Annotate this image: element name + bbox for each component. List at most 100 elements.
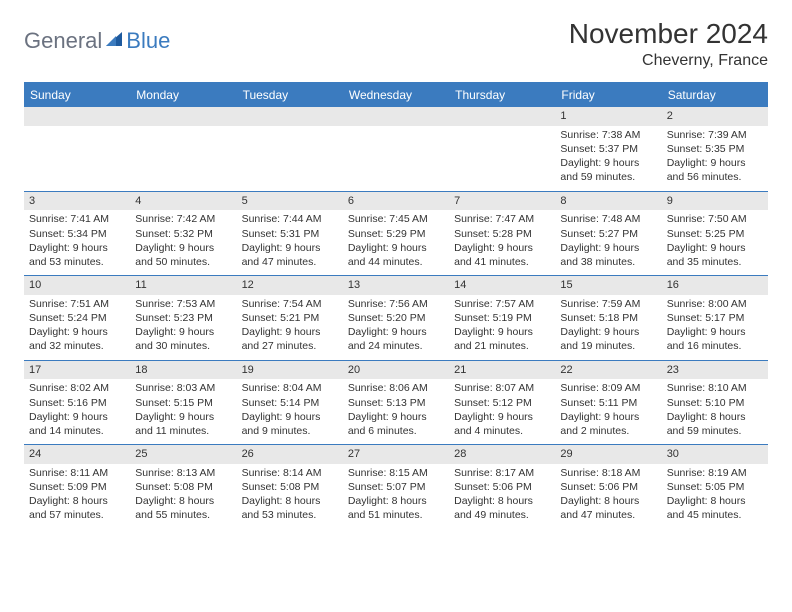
day-number: 27 <box>343 445 449 464</box>
day-number: 10 <box>24 276 130 295</box>
calendar-day-cell: 17Sunrise: 8:02 AMSunset: 5:16 PMDayligh… <box>24 360 130 445</box>
sunrise-text: Sunrise: 8:10 AM <box>667 381 763 395</box>
sunrise-text: Sunrise: 7:41 AM <box>29 212 125 226</box>
day-number: 16 <box>662 276 768 295</box>
day-details: Sunrise: 7:45 AMSunset: 5:29 PMDaylight:… <box>343 210 449 275</box>
day-details: Sunrise: 7:54 AMSunset: 5:21 PMDaylight:… <box>237 295 343 360</box>
sunrise-text: Sunrise: 7:45 AM <box>348 212 444 226</box>
sunrise-text: Sunrise: 7:59 AM <box>560 297 656 311</box>
title-block: November 2024 Cheverny, France <box>569 18 768 70</box>
day-details: Sunrise: 7:42 AMSunset: 5:32 PMDaylight:… <box>130 210 236 275</box>
sail-icon <box>104 30 124 53</box>
sunset-text: Sunset: 5:06 PM <box>560 480 656 494</box>
calendar-day-cell: 11Sunrise: 7:53 AMSunset: 5:23 PMDayligh… <box>130 276 236 361</box>
day-details: Sunrise: 7:50 AMSunset: 5:25 PMDaylight:… <box>662 210 768 275</box>
sunrise-text: Sunrise: 8:15 AM <box>348 466 444 480</box>
sunset-text: Sunset: 5:31 PM <box>242 227 338 241</box>
calendar-day-cell: 13Sunrise: 7:56 AMSunset: 5:20 PMDayligh… <box>343 276 449 361</box>
daylight-text: Daylight: 9 hours and 59 minutes. <box>560 156 656 184</box>
calendar-day-cell: 19Sunrise: 8:04 AMSunset: 5:14 PMDayligh… <box>237 360 343 445</box>
calendar-day-cell: 21Sunrise: 8:07 AMSunset: 5:12 PMDayligh… <box>449 360 555 445</box>
calendar-day-cell: 12Sunrise: 7:54 AMSunset: 5:21 PMDayligh… <box>237 276 343 361</box>
daylight-text: Daylight: 9 hours and 41 minutes. <box>454 241 550 269</box>
sunset-text: Sunset: 5:07 PM <box>348 480 444 494</box>
day-number: 5 <box>237 192 343 211</box>
calendar-day-cell: 2Sunrise: 7:39 AMSunset: 5:35 PMDaylight… <box>662 107 768 192</box>
day-header: Friday <box>555 83 661 107</box>
day-details: Sunrise: 8:07 AMSunset: 5:12 PMDaylight:… <box>449 379 555 444</box>
daylight-text: Daylight: 9 hours and 2 minutes. <box>560 410 656 438</box>
day-number <box>24 107 130 126</box>
sunrise-text: Sunrise: 8:19 AM <box>667 466 763 480</box>
daylight-text: Daylight: 9 hours and 53 minutes. <box>29 241 125 269</box>
daylight-text: Daylight: 9 hours and 6 minutes. <box>348 410 444 438</box>
day-number <box>449 107 555 126</box>
day-number: 19 <box>237 361 343 380</box>
calendar-day-cell: 20Sunrise: 8:06 AMSunset: 5:13 PMDayligh… <box>343 360 449 445</box>
sunset-text: Sunset: 5:27 PM <box>560 227 656 241</box>
sunset-text: Sunset: 5:32 PM <box>135 227 231 241</box>
calendar-day-cell: 9Sunrise: 7:50 AMSunset: 5:25 PMDaylight… <box>662 191 768 276</box>
daylight-text: Daylight: 9 hours and 38 minutes. <box>560 241 656 269</box>
day-number: 14 <box>449 276 555 295</box>
day-number: 25 <box>130 445 236 464</box>
calendar-day-cell <box>449 107 555 192</box>
day-details: Sunrise: 8:11 AMSunset: 5:09 PMDaylight:… <box>24 464 130 529</box>
calendar-day-cell: 24Sunrise: 8:11 AMSunset: 5:09 PMDayligh… <box>24 445 130 529</box>
daylight-text: Daylight: 8 hours and 57 minutes. <box>29 494 125 522</box>
sunrise-text: Sunrise: 7:48 AM <box>560 212 656 226</box>
sunset-text: Sunset: 5:12 PM <box>454 396 550 410</box>
day-header: Thursday <box>449 83 555 107</box>
month-title: November 2024 <box>569 18 768 50</box>
sunset-text: Sunset: 5:25 PM <box>667 227 763 241</box>
calendar-week-row: 17Sunrise: 8:02 AMSunset: 5:16 PMDayligh… <box>24 360 768 445</box>
sunset-text: Sunset: 5:18 PM <box>560 311 656 325</box>
daylight-text: Daylight: 8 hours and 59 minutes. <box>667 410 763 438</box>
sunset-text: Sunset: 5:28 PM <box>454 227 550 241</box>
sunset-text: Sunset: 5:20 PM <box>348 311 444 325</box>
daylight-text: Daylight: 8 hours and 49 minutes. <box>454 494 550 522</box>
sunrise-text: Sunrise: 8:13 AM <box>135 466 231 480</box>
day-details: Sunrise: 7:57 AMSunset: 5:19 PMDaylight:… <box>449 295 555 360</box>
day-details-empty <box>449 126 555 191</box>
calendar-day-cell <box>237 107 343 192</box>
calendar-day-cell: 1Sunrise: 7:38 AMSunset: 5:37 PMDaylight… <box>555 107 661 192</box>
day-number: 7 <box>449 192 555 211</box>
location-text: Cheverny, France <box>569 52 768 70</box>
sunset-text: Sunset: 5:24 PM <box>29 311 125 325</box>
sunrise-text: Sunrise: 8:18 AM <box>560 466 656 480</box>
day-number: 1 <box>555 107 661 126</box>
sunrise-text: Sunrise: 7:54 AM <box>242 297 338 311</box>
brand-text-general: General <box>24 28 102 54</box>
calendar-day-cell: 15Sunrise: 7:59 AMSunset: 5:18 PMDayligh… <box>555 276 661 361</box>
daylight-text: Daylight: 9 hours and 47 minutes. <box>242 241 338 269</box>
day-number: 6 <box>343 192 449 211</box>
brand-logo: General Blue <box>24 18 170 54</box>
day-number: 28 <box>449 445 555 464</box>
day-number: 20 <box>343 361 449 380</box>
daylight-text: Daylight: 9 hours and 24 minutes. <box>348 325 444 353</box>
calendar-day-cell: 7Sunrise: 7:47 AMSunset: 5:28 PMDaylight… <box>449 191 555 276</box>
calendar-day-cell <box>130 107 236 192</box>
calendar-day-cell <box>24 107 130 192</box>
day-header: Tuesday <box>237 83 343 107</box>
calendar-day-cell: 29Sunrise: 8:18 AMSunset: 5:06 PMDayligh… <box>555 445 661 529</box>
sunset-text: Sunset: 5:10 PM <box>667 396 763 410</box>
calendar-day-cell: 6Sunrise: 7:45 AMSunset: 5:29 PMDaylight… <box>343 191 449 276</box>
calendar-day-cell: 16Sunrise: 8:00 AMSunset: 5:17 PMDayligh… <box>662 276 768 361</box>
sunset-text: Sunset: 5:23 PM <box>135 311 231 325</box>
day-number: 24 <box>24 445 130 464</box>
sunrise-text: Sunrise: 8:14 AM <box>242 466 338 480</box>
sunset-text: Sunset: 5:08 PM <box>242 480 338 494</box>
day-header: Monday <box>130 83 236 107</box>
sunrise-text: Sunrise: 7:50 AM <box>667 212 763 226</box>
calendar-day-cell: 8Sunrise: 7:48 AMSunset: 5:27 PMDaylight… <box>555 191 661 276</box>
brand-text-blue: Blue <box>126 28 170 54</box>
sunrise-text: Sunrise: 8:07 AM <box>454 381 550 395</box>
day-number: 15 <box>555 276 661 295</box>
day-number <box>237 107 343 126</box>
calendar-body: 1Sunrise: 7:38 AMSunset: 5:37 PMDaylight… <box>24 107 768 529</box>
day-details: Sunrise: 7:56 AMSunset: 5:20 PMDaylight:… <box>343 295 449 360</box>
calendar-day-cell: 18Sunrise: 8:03 AMSunset: 5:15 PMDayligh… <box>130 360 236 445</box>
day-number <box>130 107 236 126</box>
